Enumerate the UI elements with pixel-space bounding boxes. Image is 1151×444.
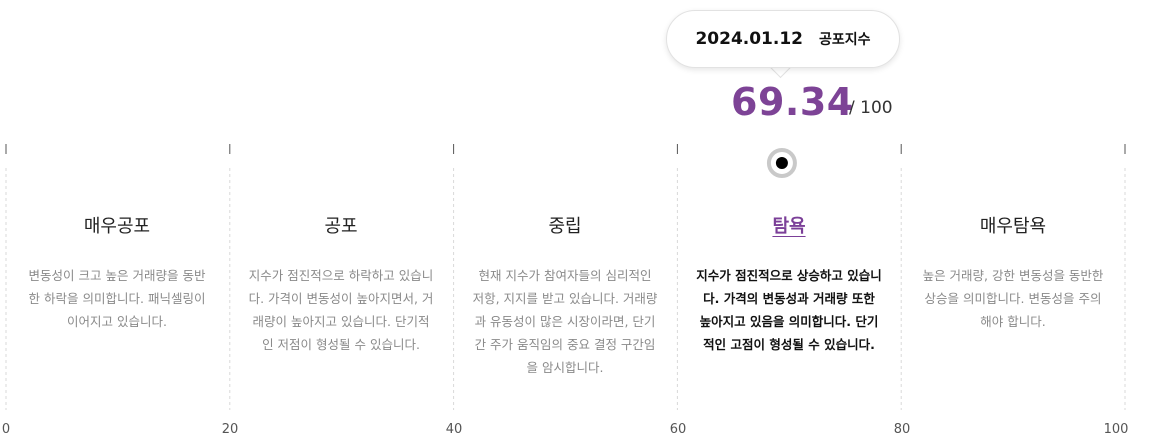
scale-tick-label: 60	[669, 422, 687, 437]
zone-description: 변동성이 크고 높은 거래량을 동반한 하락을 의미합니다. 패닉셀링이 이어지…	[28, 268, 206, 329]
score-tooltip: 2024.01.12 공포지수	[666, 10, 900, 68]
zone-title-active[interactable]: 탐욕	[772, 216, 806, 237]
zone-description: 높은 거래량, 강한 변동성을 동반한 상승을 의미합니다. 변동성을 주의해야…	[922, 268, 1104, 329]
scale-tick-label: 40	[445, 422, 463, 437]
scale-tick-label: 100	[1103, 422, 1129, 437]
tooltip-date: 2024.01.12	[695, 29, 803, 49]
zone-description: 지수가 점진적으로 하락하고 있습니다. 가격이 변동성이 높아지면서, 거래량…	[248, 268, 434, 352]
zone-neutral: 중립 현재 지수가 참여자들의 심리적인 저항, 지지를 받고 있습니다. 거래…	[453, 200, 677, 379]
zone-description: 지수가 점진적으로 상승하고 있습니다. 가격의 변동성과 거래량 또한 높아지…	[696, 268, 882, 352]
zone-extreme-fear: 매우공포 변동성이 크고 높은 거래량을 동반한 하락을 의미합니다. 패닉셀링…	[5, 200, 229, 333]
zone-title: 공포	[324, 216, 358, 237]
zone-greed: 탐욕 지수가 점진적으로 상승하고 있습니다. 가격의 변동성과 거래량 또한 …	[677, 200, 901, 356]
scale-tick-label: 0	[1, 422, 11, 437]
scale-tick-label: 80	[893, 422, 911, 437]
zone-fear: 공포 지수가 점진적으로 하락하고 있습니다. 가격이 변동성이 높아지면서, …	[229, 200, 453, 356]
score-max: / 100	[849, 98, 893, 118]
zone-title: 매우탐욕	[979, 216, 1047, 237]
zone-title: 중립	[548, 216, 582, 237]
zone-description: 현재 지수가 참여자들의 심리적인 저항, 지지를 받고 있습니다. 거래량과 …	[472, 268, 658, 375]
zone-extreme-greed: 매우탐욕 높은 거래량, 강한 변동성을 동반한 상승을 의미합니다. 변동성을…	[901, 200, 1125, 333]
tooltip-label: 공포지수	[819, 32, 871, 48]
score-value: 69.34	[731, 80, 854, 124]
gauge-marker-dot	[775, 157, 788, 169]
scale-tick-label: 20	[221, 422, 239, 437]
zone-title: 매우공포	[83, 216, 151, 237]
